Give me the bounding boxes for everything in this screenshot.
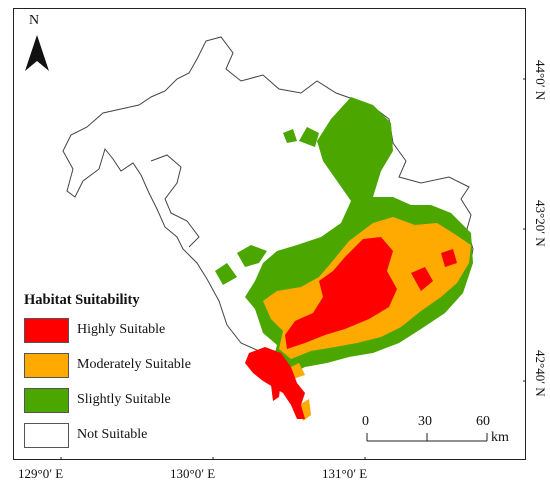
map-canvas[interactable]	[14, 9, 525, 459]
latitude-label-43-20: 43°20′ N	[533, 200, 548, 247]
map-frame[interactable]	[13, 8, 526, 460]
north-arrow-icon	[25, 35, 49, 71]
north-arrow-label: N	[29, 13, 40, 28]
legend-swatch-highly	[24, 318, 69, 343]
latitude-label-44: 44°0′ N	[533, 60, 548, 101]
legend-label-moderately: Moderately Suitable	[77, 357, 191, 372]
longitude-label-130: 130°0′ E	[170, 466, 216, 481]
scale-unit: km	[491, 430, 509, 445]
legend-label-not: Not Suitable	[77, 427, 148, 442]
scale-tick-30: 30	[418, 414, 432, 429]
legend-label-slightly: Slightly Suitable	[77, 392, 171, 407]
legend-swatch-not	[24, 423, 69, 448]
scale-bar	[366, 433, 488, 442]
legend-label-highly: Highly Suitable	[77, 322, 166, 337]
legend-title: Habitat Suitability	[24, 292, 140, 308]
scale-tick-60: 60	[476, 414, 490, 429]
latitude-label-42-40: 42°40′ N	[533, 350, 548, 397]
longitude-label-131: 131°0′ E	[322, 466, 368, 481]
longitude-label-129: 129°0′ E	[18, 466, 64, 481]
highly-suitable-zone	[245, 237, 457, 419]
scale-tick-0: 0	[362, 414, 369, 429]
legend-swatch-slightly	[24, 388, 69, 413]
legend-swatch-moderately	[24, 353, 69, 378]
region-boundary-inner	[150, 154, 200, 248]
graticule-ticks	[60, 78, 525, 459]
